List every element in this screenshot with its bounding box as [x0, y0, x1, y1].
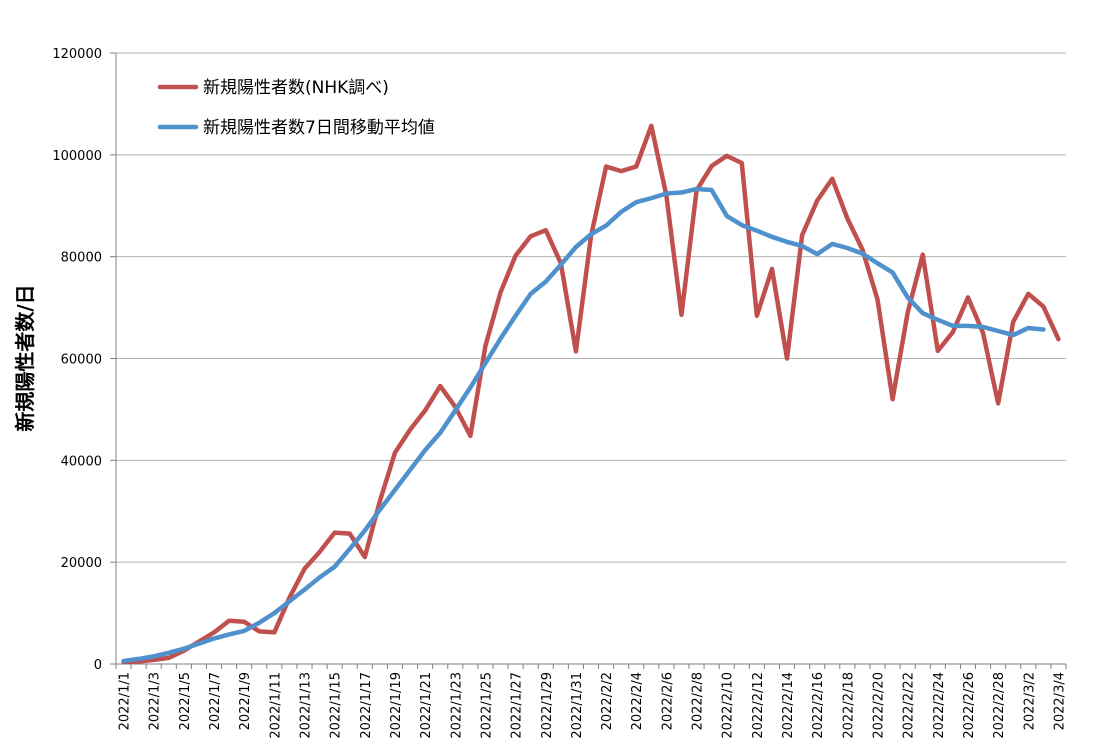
y-tick-labels: 0 20000 40000 60000 80000 100000 120000	[52, 47, 102, 673]
x-tick-label: 2022/2/2	[600, 672, 615, 730]
x-tick-label: 2022/1/15	[329, 672, 344, 739]
x-tick-label: 2022/1/21	[419, 672, 434, 739]
x-tick-label: 2022/3/2	[1022, 672, 1037, 730]
x-tick-label: 2022/1/5	[178, 672, 193, 730]
legend-label-1: 新規陽性者数(NHK調べ)	[203, 78, 389, 98]
series-line-1	[121, 123, 1061, 665]
grid-lines	[116, 52, 1066, 563]
x-tick-label: 2022/1/9	[238, 672, 253, 730]
x-tick-label: 2022/1/13	[298, 672, 313, 739]
series-line-2	[121, 186, 1046, 664]
x-tick-label: 2022/2/4	[630, 672, 645, 730]
x-tick-label: 2022/2/14	[781, 672, 796, 739]
y-tick-label: 20000	[61, 556, 102, 571]
x-tick-label: 2022/2/26	[962, 672, 977, 739]
x-tick-label: 2022/1/3	[148, 672, 163, 730]
x-tick-label: 2022/3/4	[1052, 672, 1067, 730]
x-tick-label: 2022/1/7	[208, 672, 223, 730]
x-tick-label: 2022/1/31	[570, 672, 585, 739]
x-tick-label: 2022/1/27	[510, 672, 525, 739]
x-tick-label: 2022/2/6	[660, 672, 675, 730]
x-tick-label: 2022/2/8	[691, 672, 706, 730]
x-tick-label: 2022/2/24	[932, 672, 947, 739]
x-tick-label: 2022/2/18	[841, 672, 856, 739]
x-tick-label: 2022/2/10	[721, 672, 736, 739]
x-tick-label: 2022/1/19	[389, 672, 404, 739]
legend-label-2: 新規陽性者数7日間移動平均値	[203, 118, 435, 138]
y-tick-label: 80000	[61, 251, 102, 266]
x-tick-label: 2022/2/16	[811, 672, 826, 739]
x-tick-label: 2022/2/28	[992, 672, 1007, 739]
x-tick-label: 2022/1/11	[268, 672, 283, 739]
x-tick-label: 2022/1/29	[540, 672, 555, 739]
legend: 新規陽性者数(NHK調べ) 新規陽性者数7日間移動平均値	[157, 78, 435, 138]
x-tick-label: 2022/1/23	[449, 672, 464, 739]
y-tick-label: 100000	[52, 149, 102, 164]
axes	[110, 52, 1067, 669]
x-tick-labels: 2022/1/1 2022/1/3 2022/1/5 2022/1/7 2022/1/9…	[118, 672, 1068, 739]
x-tick-label: 2022/1/25	[479, 672, 494, 739]
x-tick-label: 2022/1/17	[359, 672, 374, 739]
x-tick-label: 2022/2/22	[902, 672, 917, 739]
y-tick-label: 0	[94, 658, 102, 673]
x-tick-label: 2022/1/1	[118, 672, 133, 730]
y-tick-label: 60000	[61, 353, 102, 368]
x-tick-label: 2022/2/20	[872, 672, 887, 739]
y-tick-label: 40000	[61, 454, 102, 469]
x-tick-label: 2022/2/12	[751, 672, 766, 739]
y-tick-label: 120000	[52, 47, 102, 62]
series-lines	[121, 123, 1061, 665]
y-axis-label: 新規陽性者数/日	[13, 284, 37, 431]
